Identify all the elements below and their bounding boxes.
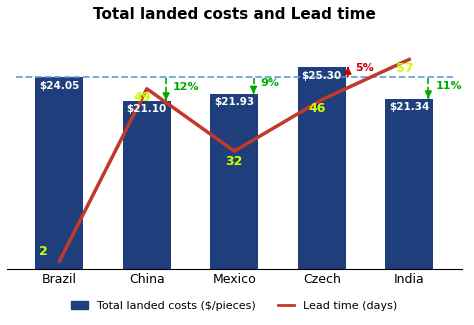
Text: 9%: 9%: [261, 78, 280, 88]
Bar: [210, 94, 258, 268]
Text: 12%: 12%: [173, 82, 200, 92]
Bar: [385, 99, 433, 268]
Text: 32: 32: [226, 155, 243, 168]
Text: 46: 46: [309, 102, 326, 115]
Text: 2: 2: [39, 245, 48, 258]
Legend: Total landed costs ($/pieces), Lead time (days): Total landed costs ($/pieces), Lead time…: [67, 296, 402, 316]
Text: $21.10: $21.10: [127, 104, 167, 114]
Text: $24.05: $24.05: [39, 81, 80, 91]
Bar: [298, 67, 346, 268]
Text: 49: 49: [134, 91, 151, 104]
Title: Total landed costs and Lead time: Total landed costs and Lead time: [93, 7, 376, 22]
Bar: [36, 77, 83, 268]
Bar: [123, 101, 171, 268]
Text: 11%: 11%: [436, 81, 462, 91]
Text: $21.93: $21.93: [214, 98, 255, 107]
Text: 5%: 5%: [355, 63, 374, 73]
Text: 57: 57: [396, 62, 413, 75]
Text: $25.30: $25.30: [301, 71, 342, 81]
Text: $21.34: $21.34: [389, 102, 429, 112]
